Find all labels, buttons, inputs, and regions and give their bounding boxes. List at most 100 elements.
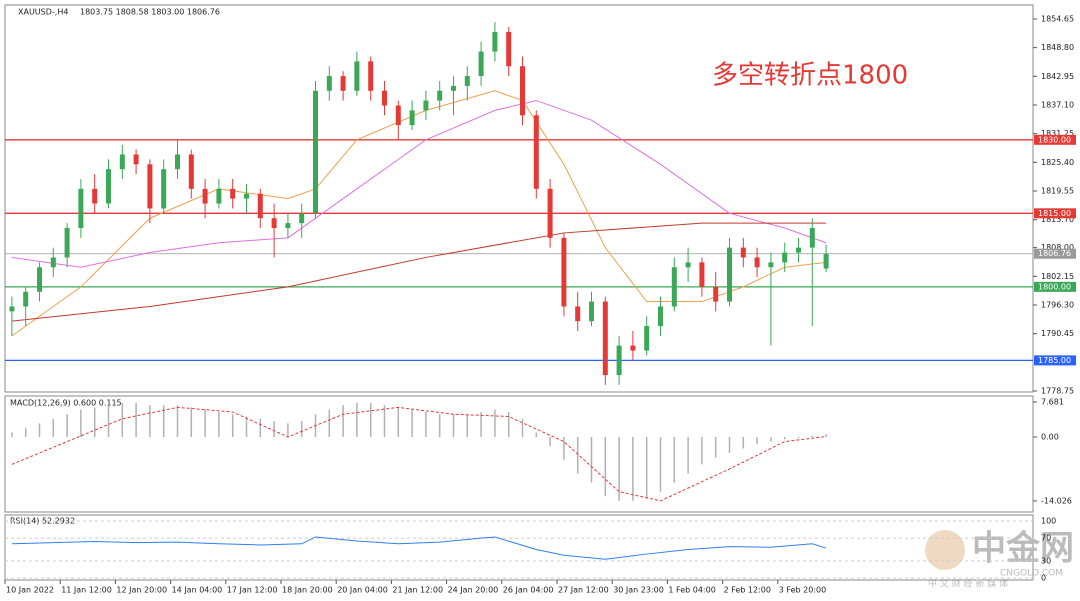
candle-body [326, 76, 332, 91]
candle-body [382, 90, 387, 106]
y-tick-label: 1778.75 [1041, 387, 1074, 396]
candle-body [616, 345, 622, 376]
x-tick-label: 26 Jan 04:00 [503, 586, 554, 595]
candle-body [423, 100, 429, 111]
y-tick-label: 1842.95 [1041, 72, 1074, 81]
macd-tick-label: 7.681 [1041, 398, 1064, 407]
level-label: 1830.00 [1038, 135, 1071, 144]
y-tick-label: 1796.30 [1041, 300, 1074, 309]
level-label: 1815.00 [1038, 209, 1071, 218]
y-tick-label: 1837.10 [1041, 100, 1074, 109]
symbol: XAUUSD-,H4 [18, 8, 68, 17]
candle-body [768, 262, 774, 268]
candle-body [37, 267, 42, 292]
x-tick-label: 17 Jan 12:00 [227, 586, 278, 595]
candle-body [630, 345, 636, 351]
candle-body [782, 252, 788, 263]
candle-body [547, 188, 553, 238]
x-tick-label: 12 Jan 20:00 [116, 586, 167, 595]
level-label: 1785.00 [1038, 356, 1071, 365]
level-tag [1034, 281, 1076, 292]
quote: 1803.75 1808.58 1803.00 1806.76 [80, 8, 220, 17]
candle-body [78, 188, 84, 229]
candle-body [395, 105, 401, 126]
candle-body [50, 257, 56, 268]
y-tick-label: 1854.65 [1041, 14, 1074, 23]
candle-body [644, 326, 650, 351]
y-tick-label: 1813.70 [1041, 215, 1074, 224]
candle-body [713, 286, 719, 302]
watermark-logo [925, 530, 965, 570]
x-tick-label: 20 Jan 04:00 [337, 586, 388, 595]
x-tick-label: 10 Jan 2022 [6, 586, 54, 595]
annotation: 多空转折点1800 [712, 61, 908, 91]
candle-body [340, 76, 346, 91]
x-tick-label: 1 Feb 04:00 [668, 586, 715, 595]
candle-body [409, 110, 415, 126]
candle-body [464, 76, 470, 86]
macd-signal [11, 406, 827, 502]
candle-body [354, 61, 360, 91]
macd-label: MACD(12,26,9) 0.600 0.115 [10, 399, 122, 408]
candle-body [147, 164, 153, 209]
rsi-frame [4, 514, 1034, 581]
candle-body [658, 306, 663, 327]
y-tick-label: 1848.80 [1041, 43, 1074, 52]
x-tick-label: 30 Jan 23:00 [613, 586, 664, 595]
level-label: 1800.00 [1038, 282, 1071, 291]
candle-body [506, 31, 512, 67]
moving-average [11, 222, 827, 322]
candle-body [175, 154, 180, 170]
y-tick-label: 1802.15 [1041, 272, 1074, 281]
rsi-tick-label: 70 [1041, 534, 1051, 543]
candle-body [299, 213, 305, 224]
watermark-site: CNGOLD.COM [1000, 569, 1063, 579]
candle-body [271, 218, 277, 229]
candle-body [23, 291, 29, 307]
candle-body [671, 267, 677, 307]
candle-body [92, 188, 98, 204]
rsi-line [11, 536, 827, 560]
candle-body [533, 115, 539, 189]
level-tag [1034, 134, 1076, 145]
candle-body [244, 193, 249, 199]
candle-body [368, 61, 374, 91]
candle-body [740, 247, 746, 258]
rsi-tick-label: 30 [1041, 556, 1051, 565]
candle-body [685, 262, 691, 268]
candle-body [106, 169, 111, 204]
rsi-tick-label: 0 [1041, 574, 1046, 583]
candle-body [285, 223, 291, 229]
y-tick-label: 1831.25 [1041, 129, 1074, 138]
candle-body [188, 154, 194, 189]
watermark-title: 中金网 [972, 529, 1074, 569]
candle-body [451, 85, 456, 91]
candle-body [520, 66, 525, 116]
watermark-slogan: 中 文 财 经 新 媒 体 [928, 578, 1008, 590]
candle-body [575, 306, 581, 322]
macd-tick-label: 0.00 [1041, 433, 1059, 442]
candle-body [161, 169, 167, 209]
candle-body [492, 31, 498, 52]
main-frame [4, 4, 1034, 393]
y-tick-label: 1790.45 [1041, 329, 1074, 338]
y-tick-label: 1808.00 [1041, 243, 1074, 252]
candle-body [561, 237, 567, 307]
candle-body [313, 90, 318, 214]
x-tick-label: 2 Feb 12:00 [724, 586, 771, 595]
y-tick-label: 1825.40 [1041, 158, 1074, 167]
candle-body [478, 51, 484, 77]
candle-body [202, 188, 208, 204]
macd-frame [4, 395, 1034, 513]
x-tick-label: 21 Jan 12:00 [392, 586, 443, 595]
level-tag [1034, 208, 1076, 219]
x-tick-label: 27 Jan 12:00 [558, 586, 609, 595]
candle-body [754, 257, 760, 268]
macd-tick-label: -14.026 [1041, 496, 1072, 505]
candle-body [823, 253, 829, 269]
candle-body [216, 188, 222, 204]
x-tick-label: 18 Jan 20:00 [282, 586, 333, 595]
candle-body [796, 247, 801, 253]
candle-body [64, 228, 70, 258]
